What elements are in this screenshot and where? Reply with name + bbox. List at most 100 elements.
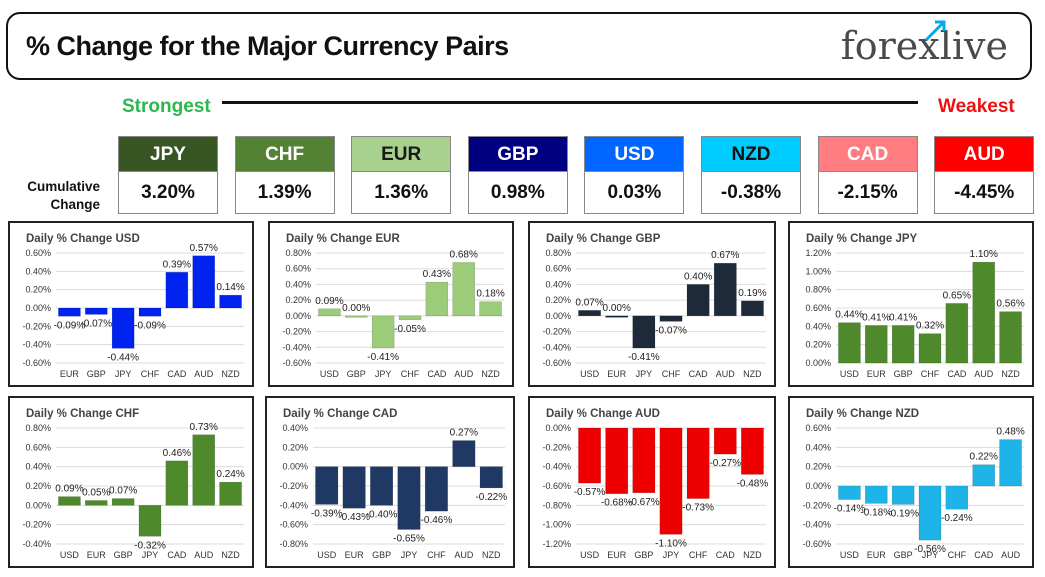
currency-name: EUR	[351, 136, 452, 172]
y-tick-label: -0.20%	[22, 520, 51, 530]
y-tick-label: -0.40%	[282, 342, 311, 352]
data-label: -0.14%	[834, 504, 866, 515]
bar-usd	[578, 310, 601, 317]
data-label: -0.05%	[394, 324, 426, 335]
currency-box-usd: USD 0.03%	[584, 136, 685, 214]
data-label: -0.09%	[54, 320, 86, 331]
bar-aud	[999, 439, 1022, 487]
currency-cumulative-value: 1.39%	[234, 172, 335, 214]
x-tick-label: AUD	[454, 369, 474, 379]
bar-usd	[838, 322, 861, 364]
x-tick-label: CHF	[401, 369, 420, 379]
forexlive-logo: forex live	[841, 20, 1008, 68]
currency-name: JPY	[118, 136, 218, 172]
bar-chf	[918, 333, 942, 364]
data-label: -0.65%	[393, 534, 425, 545]
x-tick-label: CAD	[947, 369, 967, 379]
y-tick-label: -0.20%	[542, 442, 571, 452]
currency-name: CHF	[234, 136, 335, 172]
bar-gbp	[370, 466, 394, 506]
x-tick-label: CAD	[689, 369, 709, 379]
bar-jpy	[632, 315, 656, 349]
bar-nzd	[479, 466, 503, 489]
x-tick-label: CHF	[141, 369, 160, 379]
y-tick-label: 1.00%	[805, 266, 831, 276]
chart-title: Daily % Change CHF	[26, 408, 139, 420]
data-label: -0.41%	[628, 352, 660, 363]
bar-chf	[138, 307, 162, 317]
y-tick-label: 0.20%	[805, 340, 831, 350]
data-label: -0.19%	[887, 508, 919, 519]
x-tick-label: GBP	[894, 550, 913, 560]
y-tick-label: 0.00%	[25, 303, 51, 313]
bar-eur	[865, 325, 888, 364]
data-label: 0.39%	[163, 259, 191, 270]
strongest-label: Strongest	[122, 96, 211, 117]
bar-eur	[85, 500, 108, 506]
chart-cad: Daily % Change CAD -0.80% -0.60% -0.40% -0.2…	[279, 408, 507, 560]
currency-cumulative-value: -2.15%	[817, 172, 918, 214]
y-tick-label: -0.40%	[22, 539, 51, 549]
x-tick-label: CHF	[921, 369, 940, 379]
y-tick-label: 0.40%	[285, 279, 311, 289]
bar-nzd	[741, 427, 764, 475]
bar-eur	[605, 315, 629, 318]
x-tick-label: AUD	[194, 550, 214, 560]
bar-usd	[578, 427, 601, 484]
x-tick-label: GBP	[634, 550, 653, 560]
chart-usd: Daily % Change USD -0.60% -0.40% -0.20% 0.00…	[22, 233, 244, 379]
data-label: 0.00%	[342, 303, 370, 314]
bar-chf	[424, 466, 448, 512]
currency-box-eur: EUR 1.36%	[351, 136, 452, 214]
currency-box-chf: CHF 1.39%	[234, 136, 335, 214]
data-label: 0.73%	[190, 422, 218, 433]
y-tick-label: -0.40%	[279, 500, 308, 510]
data-label: 0.56%	[996, 299, 1024, 310]
currency-cumulative-value: 0.03%	[584, 172, 685, 214]
chart-panel-eur: Daily % Change EUR -0.60% -0.40% -0.20% 0.00…	[268, 221, 514, 387]
x-tick-label: EUR	[607, 550, 627, 560]
header-banner: % Change for the Major Currency Pairs fo…	[6, 12, 1032, 80]
chart-panel-usd: Daily % Change USD -0.60% -0.40% -0.20% 0.00…	[8, 221, 254, 387]
x-tick-label: EUR	[87, 550, 107, 560]
bar-nzd	[479, 301, 502, 317]
x-tick-label: JPY	[401, 550, 418, 560]
y-tick-label: 0.80%	[545, 248, 571, 258]
bar-cad	[425, 281, 449, 317]
data-label: 0.05%	[82, 488, 110, 499]
x-tick-label: USD	[840, 550, 860, 560]
weakest-label: Weakest	[938, 96, 1015, 117]
bar-gbp	[345, 315, 368, 318]
x-tick-label: NZD	[1001, 369, 1020, 379]
data-label: 1.10%	[970, 249, 998, 260]
data-label: 0.57%	[190, 243, 218, 254]
bar-aud	[713, 262, 737, 317]
x-tick-label: EUR	[607, 369, 627, 379]
data-label: -0.22%	[475, 492, 507, 503]
x-tick-label: CAD	[974, 550, 994, 560]
y-tick-label: -0.80%	[279, 539, 308, 549]
currency-name: CAD	[817, 136, 918, 172]
x-tick-label: AUD	[194, 369, 214, 379]
y-tick-label: 0.20%	[285, 295, 311, 305]
y-tick-label: 0.40%	[282, 423, 308, 433]
currency-name: GBP	[467, 136, 568, 172]
y-tick-label: 0.60%	[805, 423, 831, 433]
currency-cumulative-value: 1.36%	[351, 172, 452, 214]
chart-title: Daily % Change USD	[26, 233, 140, 245]
y-tick-label: 0.80%	[285, 248, 311, 258]
data-label: 0.41%	[889, 312, 917, 323]
data-label: -0.73%	[682, 503, 714, 514]
data-label: -0.27%	[709, 458, 741, 469]
bar-jpy	[918, 485, 942, 541]
cumulative-change-label: Cumulative Change	[27, 179, 100, 212]
y-tick-label: 0.40%	[25, 266, 51, 276]
y-tick-label: -0.80%	[542, 500, 571, 510]
x-tick-label: JPY	[636, 369, 653, 379]
data-label: 0.67%	[711, 250, 739, 261]
y-tick-label: -0.20%	[22, 321, 51, 331]
data-label: -0.46%	[421, 515, 453, 526]
data-label: -0.24%	[941, 513, 973, 524]
x-tick-label: NZD	[482, 550, 501, 560]
x-tick-label: EUR	[867, 369, 887, 379]
